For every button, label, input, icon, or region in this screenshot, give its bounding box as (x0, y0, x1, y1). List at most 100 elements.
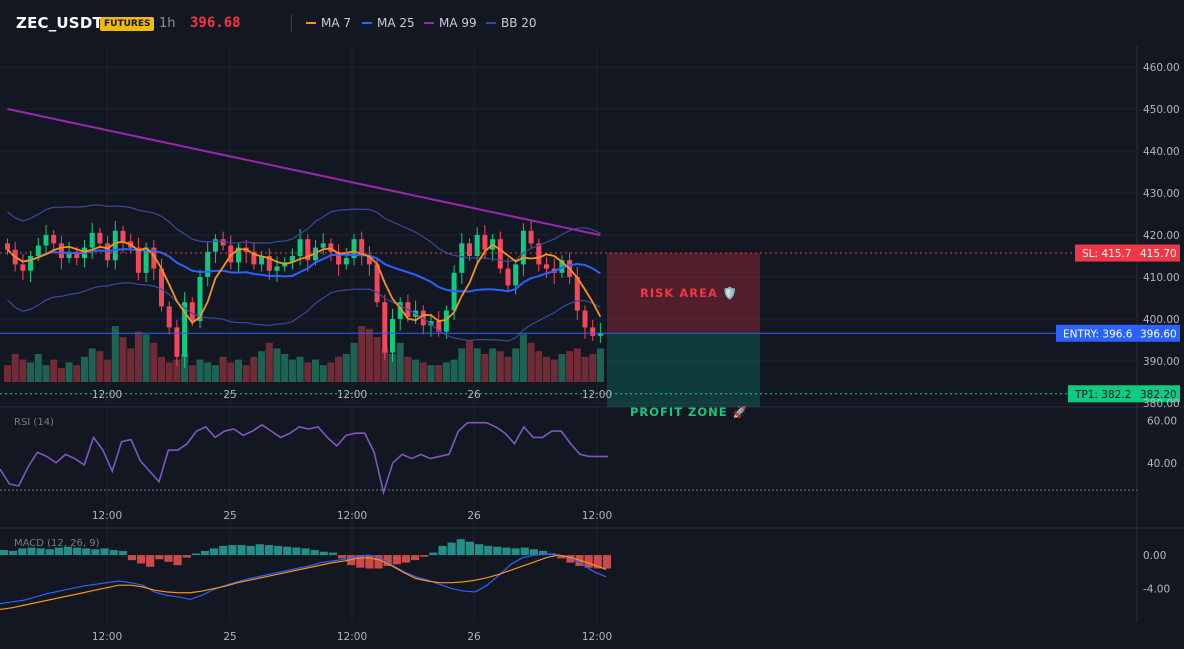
macd-histogram-bar (27, 547, 36, 556)
candle-body (297, 239, 303, 256)
macd-histogram-bar (109, 550, 118, 556)
candle-body (251, 251, 257, 265)
entry-axis-value: 396.60 (1140, 328, 1177, 340)
candle-body (212, 239, 218, 252)
volume-bar (158, 356, 165, 382)
candle-body (459, 243, 465, 273)
macd-histogram-bar (365, 555, 374, 569)
macd-histogram-bar (164, 555, 173, 562)
macd-histogram-bar (0, 550, 9, 556)
macd-histogram-bar (63, 546, 73, 556)
candle-body (382, 302, 388, 353)
volume-bar (427, 365, 435, 382)
candle-body (574, 277, 580, 311)
volume-bar (119, 337, 127, 382)
volume-bar (435, 365, 443, 382)
candle-body (259, 256, 265, 265)
legend-bb20[interactable]: BB 20 (486, 16, 537, 30)
volume-bar (211, 365, 219, 382)
macd-histogram-bar (9, 550, 18, 556)
time-tick-label: 26 (467, 631, 481, 643)
time-tick-label: 12:00 (337, 631, 367, 643)
legend-ma99[interactable]: MA 99 (424, 16, 477, 30)
rsi-line (0, 421, 608, 496)
time-tick-label: 12:00 (337, 389, 367, 401)
time-tick-label: 12:00 (337, 510, 367, 522)
volume-bar (288, 359, 296, 382)
candle-body (366, 256, 372, 265)
macd-histogram-bar (328, 552, 337, 556)
candle-body (143, 247, 149, 273)
header-divider (291, 14, 292, 32)
time-tick-label: 25 (223, 389, 236, 401)
grid-lines (0, 46, 1137, 622)
candle-body (28, 256, 34, 271)
ma99-line (7, 108, 601, 237)
symbol-label[interactable]: ZEC_USDT (16, 14, 103, 32)
macd-histogram-bar (292, 547, 301, 556)
candle-body (520, 230, 526, 265)
macd-histogram-bar (155, 555, 164, 560)
legend-ma25[interactable]: MA 25 (362, 16, 415, 30)
volume-bar (450, 359, 458, 382)
candle-body (597, 332, 603, 336)
macd-histogram-bar (337, 555, 347, 559)
volume-bar (111, 326, 119, 382)
candle-body (305, 239, 311, 261)
entry-tag[interactable]: ENTRY: 396.6 396.60 (1056, 324, 1180, 342)
volume-bar (242, 365, 250, 382)
ma25-line (6, 248, 601, 293)
profit-zone-label: PROFIT ZONE 🚀 (630, 405, 748, 419)
macd-histogram-bar (264, 545, 274, 556)
candle-body (66, 251, 72, 259)
price-tick-label: 440.00 (1143, 146, 1180, 158)
legend-ma7[interactable]: MA 7 (306, 16, 351, 30)
volume-bar (589, 354, 597, 382)
time-tick-label: 25 (223, 510, 236, 522)
volume-bar (473, 348, 481, 382)
volume-bar (412, 359, 420, 382)
ma99-swatch-icon (424, 22, 434, 24)
candle-body (436, 321, 442, 332)
candle-body (497, 239, 503, 269)
candle-body (135, 247, 141, 273)
time-tick-label: 25 (223, 631, 236, 643)
candle-body (590, 327, 596, 336)
price-tick-label: 420.00 (1143, 230, 1180, 242)
tp1-axis-value: 382.20 (1140, 389, 1177, 401)
candle-body (428, 321, 434, 326)
volume-bar (396, 342, 404, 382)
volume-bar (42, 365, 50, 382)
volume-bar (596, 348, 604, 382)
volume-bars (4, 326, 604, 382)
sl-tag[interactable]: SL: 415.7 415.70 (1075, 244, 1180, 262)
candle-body (58, 243, 64, 259)
volume-bar (150, 342, 158, 382)
time-tick-label: 26 (467, 389, 481, 401)
macd-histogram-bar (100, 548, 109, 556)
macd-histogram-bar (401, 555, 411, 563)
volume-bar (350, 342, 358, 382)
macd-line (0, 553, 607, 605)
candle-body (205, 251, 211, 277)
tp1-tag[interactable]: TP1: 382.2 382.20 (1068, 385, 1180, 403)
macd-histogram-bar (73, 547, 82, 556)
chart-header: ZEC_USDT FUTURES 1h 396.68 MA 7 MA 25 MA… (0, 0, 1184, 46)
volume-bar (512, 348, 520, 382)
volume-bar (273, 348, 281, 382)
macd-histogram-bar (411, 555, 420, 561)
volume-bar (535, 351, 543, 382)
volume-bar (312, 359, 319, 382)
macd-histogram-bar (374, 555, 383, 569)
candle-body (390, 319, 395, 353)
timeframe-label[interactable]: 1h (159, 16, 176, 31)
bb-lower-line (7, 282, 601, 342)
time-tick-label: 26 (467, 510, 481, 522)
volume-bar (173, 359, 181, 382)
macd-histogram-bar (319, 551, 328, 556)
volume-bar (527, 342, 535, 382)
macd-histogram-bar (383, 555, 392, 566)
volume-bar (81, 356, 88, 382)
macd-signal-line (0, 554, 607, 611)
